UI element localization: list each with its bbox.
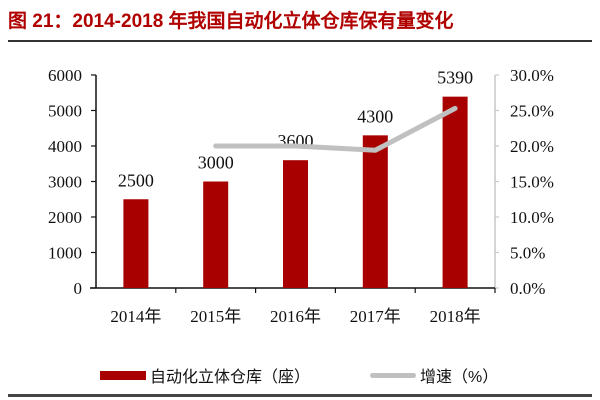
left-axis-tick: 3000: [48, 173, 82, 192]
legend-line-label: 增速（%）: [420, 369, 499, 386]
x-axis-tick: 2015年: [190, 307, 241, 326]
right-axis-tick: 10.0%: [510, 208, 554, 227]
line-swatch-icon: [370, 372, 416, 378]
bar-data-label: 5390: [437, 68, 473, 88]
growth-line: [213, 105, 458, 153]
right-axis-tick: 15.0%: [510, 173, 554, 192]
bottom-divider: [8, 394, 592, 397]
right-axis-tick: 0.0%: [510, 279, 545, 298]
bar: [442, 96, 468, 288]
left-axis-tick: 5000: [48, 102, 82, 121]
bar-data-label: 3000: [198, 153, 234, 173]
right-axis-tick: 20.0%: [510, 137, 554, 156]
bar-data-label: 4300: [357, 106, 393, 126]
x-axis-tick: 2016年: [270, 307, 321, 326]
legend-item-bar: 自动化立体仓库（座）: [100, 363, 310, 387]
right-axis-tick: 25.0%: [510, 102, 554, 121]
bar: [203, 181, 229, 288]
left-axis-tick: 4000: [48, 137, 82, 156]
left-axis-tick: 1000: [48, 244, 82, 263]
bar-data-label: 2500: [118, 170, 154, 190]
x-axis-tick: 2017年: [350, 307, 401, 326]
left-axis-tick: 2000: [48, 208, 82, 227]
legend-bar-label: 自动化立体仓库（座）: [150, 369, 311, 386]
bar: [123, 199, 149, 288]
title-divider: [8, 40, 592, 42]
chart-title: 图 21：2014-2018 年我国自动化立体仓库保有量变化: [8, 11, 454, 32]
x-axis-tick: 2018年: [430, 307, 481, 326]
right-axis-tick: 30.0%: [510, 66, 554, 85]
legend-item-line: 增速（%）: [370, 363, 498, 387]
left-axis-tick: 0: [74, 279, 83, 298]
bar: [362, 135, 388, 288]
bar: [283, 160, 308, 288]
left-axis-tick: 6000: [48, 66, 82, 85]
bar-swatch-icon: [100, 370, 146, 380]
x-axis-tick: 2014年: [110, 307, 161, 326]
right-axis-tick: 5.0%: [510, 244, 545, 263]
